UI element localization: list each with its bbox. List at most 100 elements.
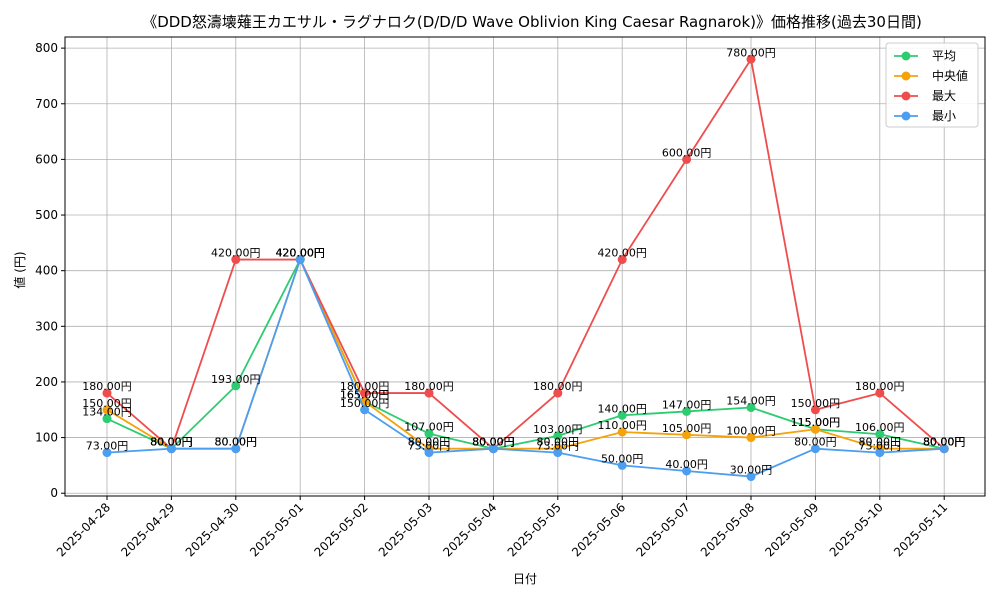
data-label: 110.00円 xyxy=(597,419,647,432)
data-label: 134.00円 xyxy=(82,406,132,419)
data-label: 80.00円 xyxy=(150,436,193,449)
series-layer xyxy=(102,54,949,482)
data-label: 73.00円 xyxy=(859,440,902,453)
data-label: 165.00円 xyxy=(340,388,390,401)
data-point xyxy=(360,388,370,398)
legend-marker xyxy=(901,51,911,61)
data-label: 73.00円 xyxy=(86,440,129,453)
x-tick-label: 2025-05-11 xyxy=(891,500,950,559)
data-label: 80.00円 xyxy=(472,436,515,449)
x-tick-label: 2025-04-29 xyxy=(118,500,177,559)
data-point xyxy=(875,429,885,439)
data-label: 150.00円 xyxy=(82,397,132,410)
data-label: 100.00円 xyxy=(726,425,776,438)
data-point xyxy=(102,388,112,398)
series-line xyxy=(106,257,945,450)
data-point xyxy=(424,429,434,439)
data-point xyxy=(424,388,434,398)
y-tick-label: 600 xyxy=(35,152,58,166)
data-label: 80.00円 xyxy=(923,436,966,449)
data-label: 154.00円 xyxy=(726,395,776,408)
data-label: 103.00円 xyxy=(533,423,583,436)
x-tick-label: 2025-05-10 xyxy=(827,500,886,559)
data-point xyxy=(682,154,692,164)
legend-item: 平均 xyxy=(894,49,956,63)
y-tick-label: 300 xyxy=(35,319,58,333)
legend-label: 最大 xyxy=(932,89,956,103)
x-tick-label: 2025-05-06 xyxy=(569,500,628,559)
data-point xyxy=(360,405,370,415)
legend-item: 最大 xyxy=(894,89,956,103)
legend-label: 平均 xyxy=(932,49,956,63)
data-label: 80.00円 xyxy=(537,436,580,449)
data-point xyxy=(102,405,112,415)
legend-box xyxy=(885,42,979,128)
data-point xyxy=(102,448,112,458)
data-point xyxy=(231,381,241,391)
y-tick-label: 800 xyxy=(35,41,58,55)
data-label: 80.00円 xyxy=(150,436,193,449)
data-label: 80.00円 xyxy=(150,436,193,449)
y-tick-label: 0 xyxy=(50,486,58,500)
data-label: 180.00円 xyxy=(404,380,454,393)
legend-item: 最小 xyxy=(894,109,956,123)
x-tick-label: 2025-05-01 xyxy=(247,500,306,559)
plot-area-frame xyxy=(64,36,986,497)
data-point xyxy=(166,444,176,454)
y-axis-ticks: 0 100 200 300 400 500 600 700 800 xyxy=(35,41,65,500)
data-point xyxy=(295,255,305,265)
data-label: 80.00円 xyxy=(150,436,193,449)
x-tick-label: 2025-05-07 xyxy=(634,500,693,559)
data-label: 600.00円 xyxy=(662,146,712,159)
data-label: 193.00円 xyxy=(211,373,261,386)
x-tick-label: 2025-05-09 xyxy=(762,500,821,559)
y-axis-label: 値 (円) xyxy=(12,251,27,288)
grid xyxy=(65,37,985,496)
x-tick-label: 2025-04-30 xyxy=(183,500,242,559)
data-label: 105.00円 xyxy=(662,422,712,435)
data-label: 80.00円 xyxy=(472,436,515,449)
data-label: 180.00円 xyxy=(533,380,583,393)
data-label: 140.00円 xyxy=(597,402,647,415)
x-axis-label: 日付 xyxy=(513,572,537,586)
legend-marker xyxy=(901,71,911,81)
data-point xyxy=(231,444,241,454)
data-label: 50.00円 xyxy=(601,452,644,465)
data-point xyxy=(231,255,241,265)
y-tick-label: 400 xyxy=(35,264,58,278)
data-label: 420.00円 xyxy=(275,247,325,260)
data-label: 420.00円 xyxy=(275,247,325,260)
data-label: 80.00円 xyxy=(215,436,258,449)
series-3 xyxy=(102,255,949,482)
data-point xyxy=(746,54,756,64)
data-label: 420.00円 xyxy=(597,247,647,260)
x-tick-label: 2025-04-28 xyxy=(54,500,113,559)
data-point xyxy=(553,388,563,398)
x-axis-ticks: 2025-04-28 2025-04-29 2025-04-30 2025-05-01… xyxy=(54,496,950,559)
data-label: 80.00円 xyxy=(923,436,966,449)
data-point xyxy=(553,448,563,458)
data-point xyxy=(746,403,756,413)
data-point xyxy=(810,444,820,454)
legend-marker xyxy=(901,111,911,121)
data-point xyxy=(810,405,820,415)
data-point xyxy=(939,444,949,454)
data-label: 80.00円 xyxy=(472,436,515,449)
series-line xyxy=(106,56,945,451)
data-label: 180.00円 xyxy=(340,380,390,393)
chart-title: 《DDD怒濤壊薙王カエサル・ラグナロク(D/D/D Wave Oblivion … xyxy=(142,13,922,31)
y-tick-label: 700 xyxy=(35,97,58,111)
data-point xyxy=(682,466,692,476)
data-label: 150.00円 xyxy=(340,397,390,410)
data-point xyxy=(553,431,563,441)
x-tick-label: 2025-05-05 xyxy=(505,500,564,559)
x-tick-label: 2025-05-02 xyxy=(312,500,371,559)
data-label: 147.00円 xyxy=(662,398,712,411)
data-label: 115.00円 xyxy=(791,416,841,429)
legend-marker xyxy=(901,91,911,101)
data-label: 80.00円 xyxy=(215,436,258,449)
data-label: 420.00円 xyxy=(275,247,325,260)
data-point xyxy=(617,460,627,470)
